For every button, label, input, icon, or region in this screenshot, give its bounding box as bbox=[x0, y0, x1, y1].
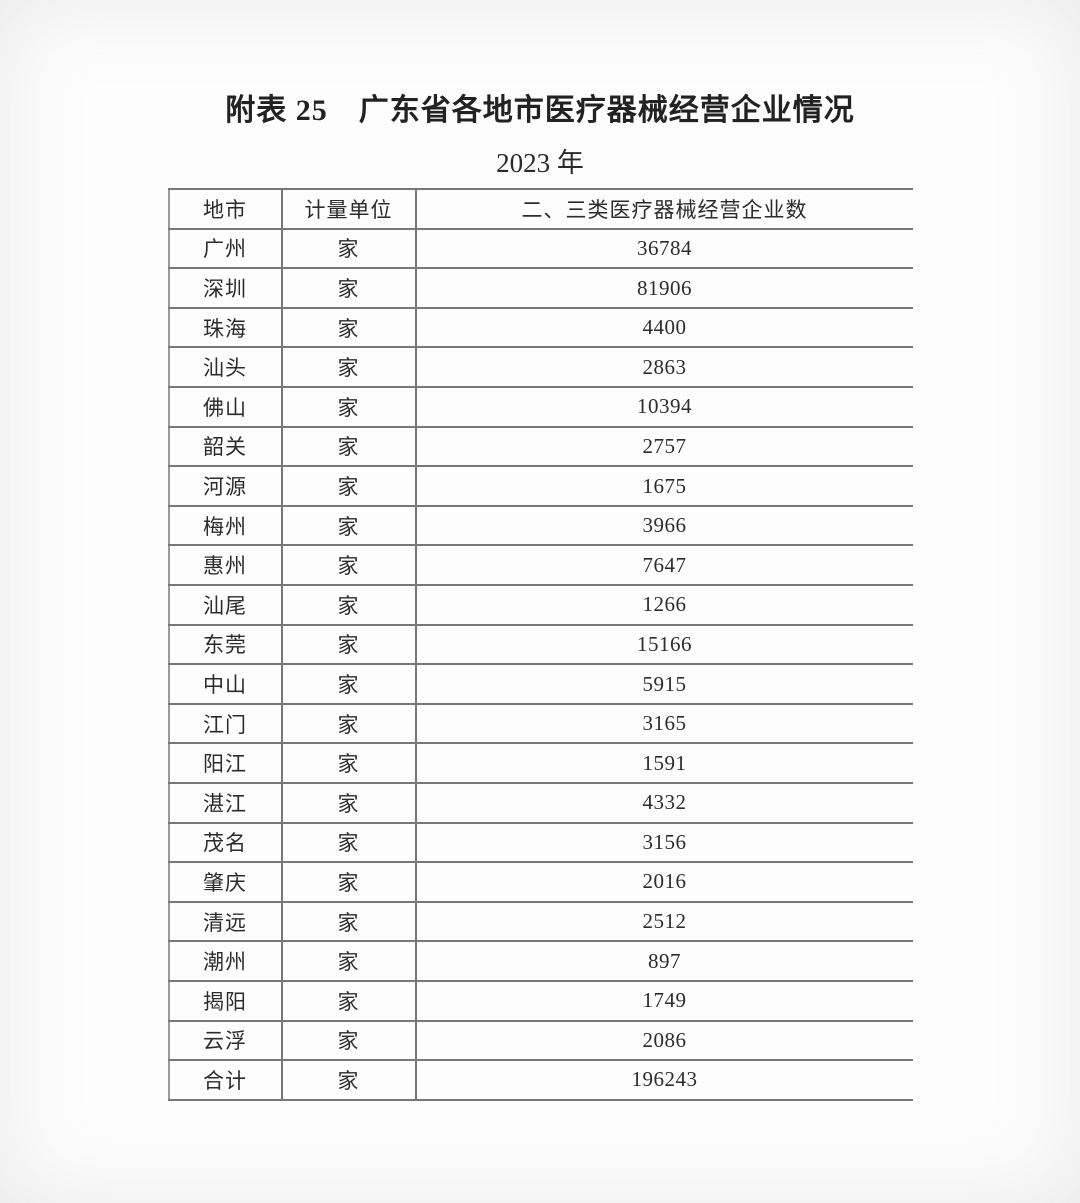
count-cell: 3165 bbox=[415, 702, 913, 745]
city-cell: 惠州 bbox=[167, 544, 283, 587]
table-row: 江门 家 3165 bbox=[167, 702, 913, 745]
unit-cell: 家 bbox=[281, 504, 417, 547]
count-cell: 15166 bbox=[415, 623, 913, 666]
unit-cell: 家 bbox=[281, 702, 417, 745]
table-row: 深圳 家 81906 bbox=[167, 267, 913, 309]
page-subtitle: 2023 年 bbox=[496, 148, 584, 178]
table-row: 汕头 家 2863 bbox=[167, 346, 913, 389]
table-row: 河源 家 1675 bbox=[167, 465, 913, 507]
unit-cell: 家 bbox=[281, 861, 417, 903]
table-row: 揭阳 家 1749 bbox=[167, 979, 913, 1022]
city-cell: 清远 bbox=[167, 900, 283, 943]
city-cell: 梅州 bbox=[167, 504, 283, 547]
count-cell: 1266 bbox=[415, 584, 913, 626]
count-cell: 897 bbox=[415, 940, 913, 982]
table-row: 茂名 家 3156 bbox=[167, 821, 913, 864]
unit-cell: 家 bbox=[281, 1059, 417, 1101]
city-cell: 珠海 bbox=[167, 306, 283, 349]
table-row: 肇庆 家 2016 bbox=[167, 861, 913, 903]
city-cell: 江门 bbox=[167, 702, 283, 745]
unit-cell: 家 bbox=[281, 782, 417, 824]
enterprise-table: 地市 计量单位 二、三类医疗器械经营企业数 广州 家 36784 深圳 家 81… bbox=[167, 187, 913, 1101]
count-cell: 2016 bbox=[415, 861, 913, 903]
column-header-count: 二、三类医疗器械经营企业数 bbox=[415, 187, 913, 230]
table-row: 广州 家 36784 bbox=[167, 227, 913, 270]
table-row: 珠海 家 4400 bbox=[167, 306, 913, 349]
count-cell: 2863 bbox=[415, 346, 913, 389]
city-cell: 湛江 bbox=[167, 782, 283, 824]
city-cell: 阳江 bbox=[167, 742, 283, 784]
city-cell: 云浮 bbox=[167, 1019, 283, 1062]
unit-cell: 家 bbox=[281, 386, 417, 428]
table-row-total: 合计 家 196243 bbox=[167, 1059, 913, 1101]
table-row: 云浮 家 2086 bbox=[167, 1019, 913, 1062]
table-row: 中山 家 5915 bbox=[167, 663, 913, 705]
unit-cell: 家 bbox=[281, 1019, 417, 1062]
city-cell: 深圳 bbox=[167, 267, 283, 309]
unit-cell: 家 bbox=[281, 940, 417, 982]
column-header-city: 地市 bbox=[167, 187, 283, 230]
table-row: 湛江 家 4332 bbox=[167, 782, 913, 824]
city-cell: 河源 bbox=[167, 465, 283, 507]
table-row: 清远 家 2512 bbox=[167, 900, 913, 943]
count-cell: 7647 bbox=[415, 544, 913, 587]
city-cell: 茂名 bbox=[167, 821, 283, 864]
unit-cell: 家 bbox=[281, 742, 417, 784]
table-row: 阳江 家 1591 bbox=[167, 742, 913, 784]
unit-cell: 家 bbox=[281, 663, 417, 705]
table-header-row: 地市 计量单位 二、三类医疗器械经营企业数 bbox=[167, 187, 913, 230]
city-cell: 肇庆 bbox=[167, 861, 283, 903]
count-cell: 1675 bbox=[415, 465, 913, 507]
table-row: 潮州 家 897 bbox=[167, 940, 913, 982]
table-row: 东莞 家 15166 bbox=[167, 623, 913, 666]
unit-cell: 家 bbox=[281, 584, 417, 626]
table-row: 惠州 家 7647 bbox=[167, 544, 913, 587]
count-cell: 3966 bbox=[415, 504, 913, 547]
city-cell: 揭阳 bbox=[167, 979, 283, 1022]
unit-cell: 家 bbox=[281, 227, 417, 270]
count-cell: 81906 bbox=[415, 267, 913, 309]
unit-cell: 家 bbox=[281, 465, 417, 507]
table-row: 佛山 家 10394 bbox=[167, 386, 913, 428]
count-cell: 2086 bbox=[415, 1019, 913, 1062]
city-cell: 合计 bbox=[167, 1059, 283, 1101]
city-cell: 佛山 bbox=[167, 386, 283, 428]
city-cell: 潮州 bbox=[167, 940, 283, 982]
table-row: 梅州 家 3966 bbox=[167, 504, 913, 547]
count-cell: 2757 bbox=[415, 425, 913, 468]
unit-cell: 家 bbox=[281, 346, 417, 389]
table-row: 汕尾 家 1266 bbox=[167, 584, 913, 626]
unit-cell: 家 bbox=[281, 267, 417, 309]
count-cell: 5915 bbox=[415, 663, 913, 705]
unit-cell: 家 bbox=[281, 306, 417, 349]
count-cell: 2512 bbox=[415, 900, 913, 943]
count-cell: 3156 bbox=[415, 821, 913, 864]
count-cell: 1749 bbox=[415, 979, 913, 1022]
count-cell: 196243 bbox=[415, 1059, 913, 1101]
unit-cell: 家 bbox=[281, 979, 417, 1022]
city-cell: 汕头 bbox=[167, 346, 283, 389]
table-row: 韶关 家 2757 bbox=[167, 425, 913, 468]
city-cell: 东莞 bbox=[167, 623, 283, 666]
city-cell: 韶关 bbox=[167, 425, 283, 468]
unit-cell: 家 bbox=[281, 544, 417, 587]
city-cell: 汕尾 bbox=[167, 584, 283, 626]
count-cell: 10394 bbox=[415, 386, 913, 428]
count-cell: 1591 bbox=[415, 742, 913, 784]
unit-cell: 家 bbox=[281, 425, 417, 468]
city-cell: 广州 bbox=[167, 227, 283, 270]
unit-cell: 家 bbox=[281, 821, 417, 864]
unit-cell: 家 bbox=[281, 623, 417, 666]
page-title: 附表 25 广东省各地市医疗器械经营企业情况 bbox=[225, 94, 855, 127]
count-cell: 36784 bbox=[415, 227, 913, 270]
unit-cell: 家 bbox=[281, 900, 417, 943]
city-cell: 中山 bbox=[167, 663, 283, 705]
column-header-unit: 计量单位 bbox=[281, 187, 417, 230]
count-cell: 4400 bbox=[415, 306, 913, 349]
count-cell: 4332 bbox=[415, 782, 913, 824]
